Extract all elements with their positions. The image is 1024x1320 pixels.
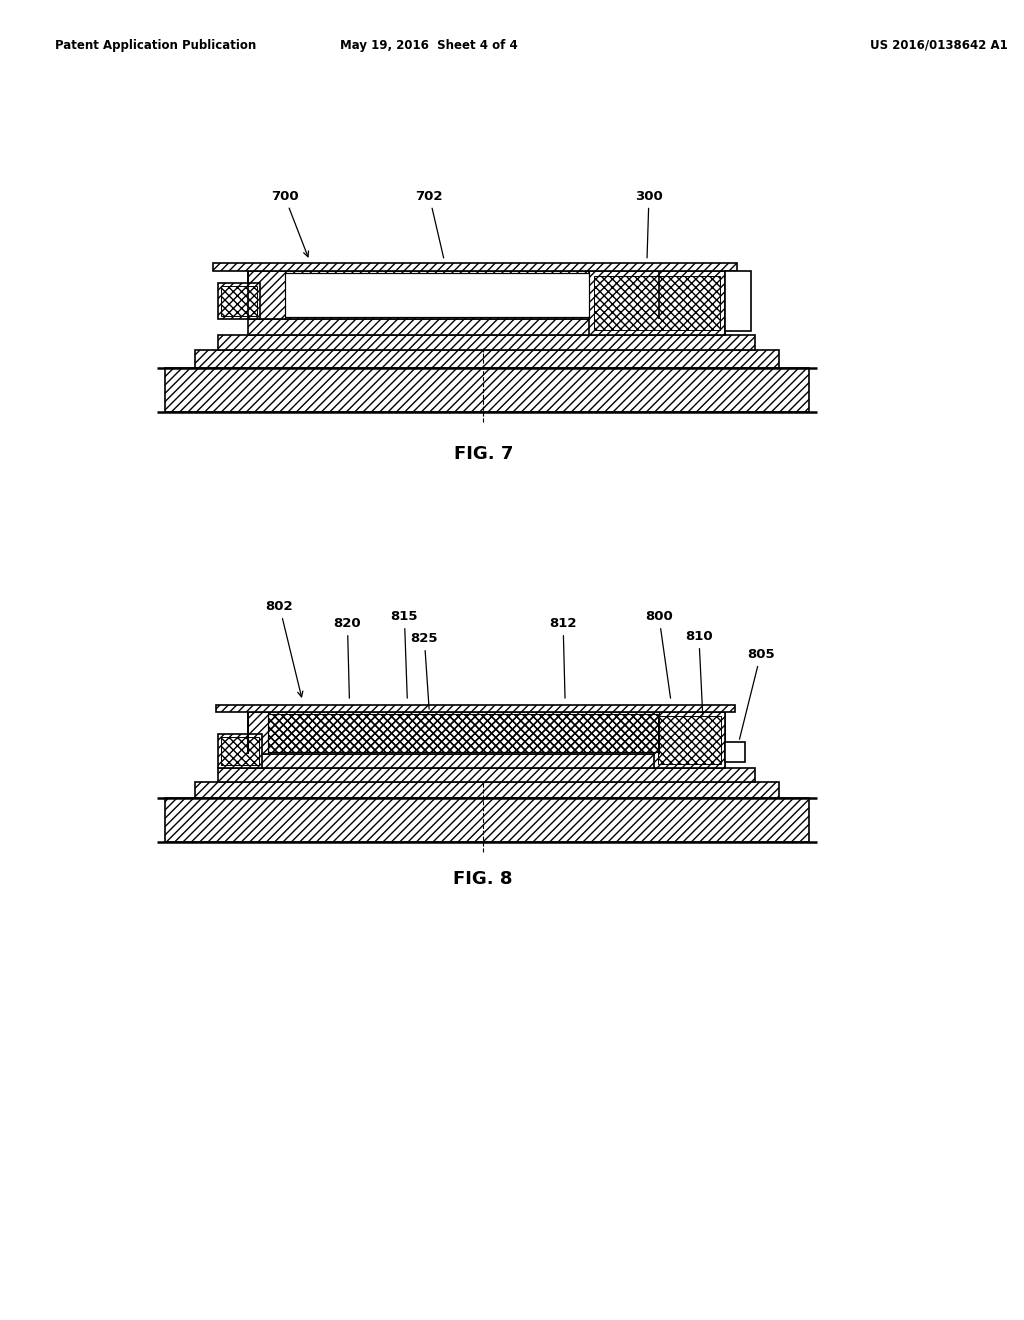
Text: FIG. 7: FIG. 7 [454, 445, 513, 463]
Bar [594, 276, 720, 330]
Bar [216, 705, 735, 711]
Bar [165, 797, 809, 842]
Text: 800: 800 [645, 610, 673, 698]
Bar [285, 273, 589, 317]
Text: 700: 700 [270, 190, 308, 257]
Bar [218, 282, 260, 318]
Bar [267, 714, 659, 752]
Bar [195, 781, 779, 797]
Text: 812: 812 [549, 616, 577, 698]
Bar [218, 768, 755, 781]
Text: 825: 825 [411, 632, 438, 709]
Bar [213, 263, 737, 271]
Bar [267, 714, 659, 752]
Bar [248, 754, 725, 768]
Text: 802: 802 [266, 601, 303, 697]
Text: May 19, 2016  Sheet 4 of 4: May 19, 2016 Sheet 4 of 4 [340, 40, 518, 51]
Bar [195, 351, 779, 368]
Text: Patent Application Publication: Patent Application Publication [55, 40, 256, 51]
Bar [725, 742, 744, 762]
Bar [218, 334, 755, 351]
Bar [248, 711, 725, 754]
Bar [220, 285, 257, 315]
Text: US 2016/0138642 A1: US 2016/0138642 A1 [869, 40, 1008, 51]
Bar [220, 737, 259, 764]
Text: 815: 815 [390, 610, 418, 698]
Text: 820: 820 [334, 616, 361, 698]
Text: FIG. 8: FIG. 8 [454, 870, 513, 887]
Text: 300: 300 [635, 190, 663, 257]
Bar [654, 711, 725, 768]
Text: 810: 810 [685, 630, 713, 715]
Text: 805: 805 [739, 648, 774, 739]
Bar [248, 271, 659, 318]
Bar [589, 271, 725, 334]
Bar [658, 715, 721, 764]
Bar [725, 271, 751, 330]
Bar [248, 318, 725, 334]
Bar [218, 734, 261, 768]
Text: 702: 702 [416, 190, 443, 257]
Bar [267, 714, 659, 752]
Bar [165, 368, 809, 412]
